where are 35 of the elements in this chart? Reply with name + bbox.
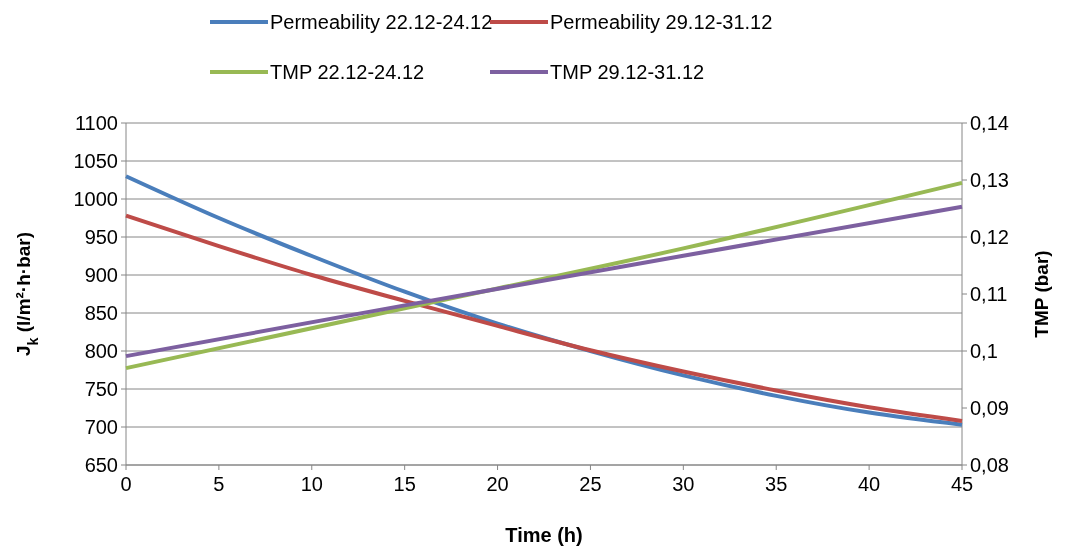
x-tick-label: 40: [857, 473, 881, 495]
x-tick-label: 15: [393, 473, 416, 495]
y2-tick-label: 0,09: [970, 397, 1009, 419]
y2-tick-label: 0,1: [970, 340, 998, 362]
legend-label: Permeability 29.12-31.12: [550, 11, 773, 33]
line-series: [124, 213, 964, 423]
y-tick-label: 950: [84, 226, 118, 248]
y2-tick-label: 0,12: [970, 226, 1009, 248]
y-tick-label: 700: [84, 416, 118, 438]
y-tick-label: 650: [84, 454, 118, 476]
x-tick-label: 20: [486, 473, 509, 495]
legend-label: Permeability 22.12-24.12: [270, 11, 493, 33]
x-tick-label: 35: [765, 473, 788, 495]
x-tick-label: 45: [950, 473, 974, 495]
y-tick-label: 1100: [74, 112, 118, 134]
y-tick-label: 800: [84, 340, 118, 362]
y-tick-label: 1000: [73, 188, 118, 210]
x-tick-label: 25: [579, 473, 602, 495]
y-tick-label: 900: [84, 264, 118, 286]
legend-label: TMP 22.12-24.12: [270, 61, 425, 83]
x-tick-label: 10: [300, 473, 323, 495]
y2-tick-label: 0,14: [970, 112, 1009, 134]
y-tick-label: 750: [84, 378, 118, 400]
x-tick-label: 0: [120, 473, 132, 495]
y-tick-label: 1050: [73, 150, 118, 172]
x-tick-label: 30: [672, 473, 695, 495]
x-tick-label: 5: [213, 473, 225, 495]
x-axis-title: Time (h): [505, 524, 583, 546]
y2-tick-label: 0,08: [970, 454, 1009, 476]
y-tick-label: 850: [84, 302, 118, 324]
line-series: [124, 204, 964, 359]
legend-label: TMP 29.12-31.12: [550, 61, 705, 83]
y2-tick-label: 0,11: [970, 283, 1008, 305]
y2-tick-label: 0,13: [970, 169, 1009, 191]
y2-axis-title: TMP (bar): [1031, 250, 1052, 338]
